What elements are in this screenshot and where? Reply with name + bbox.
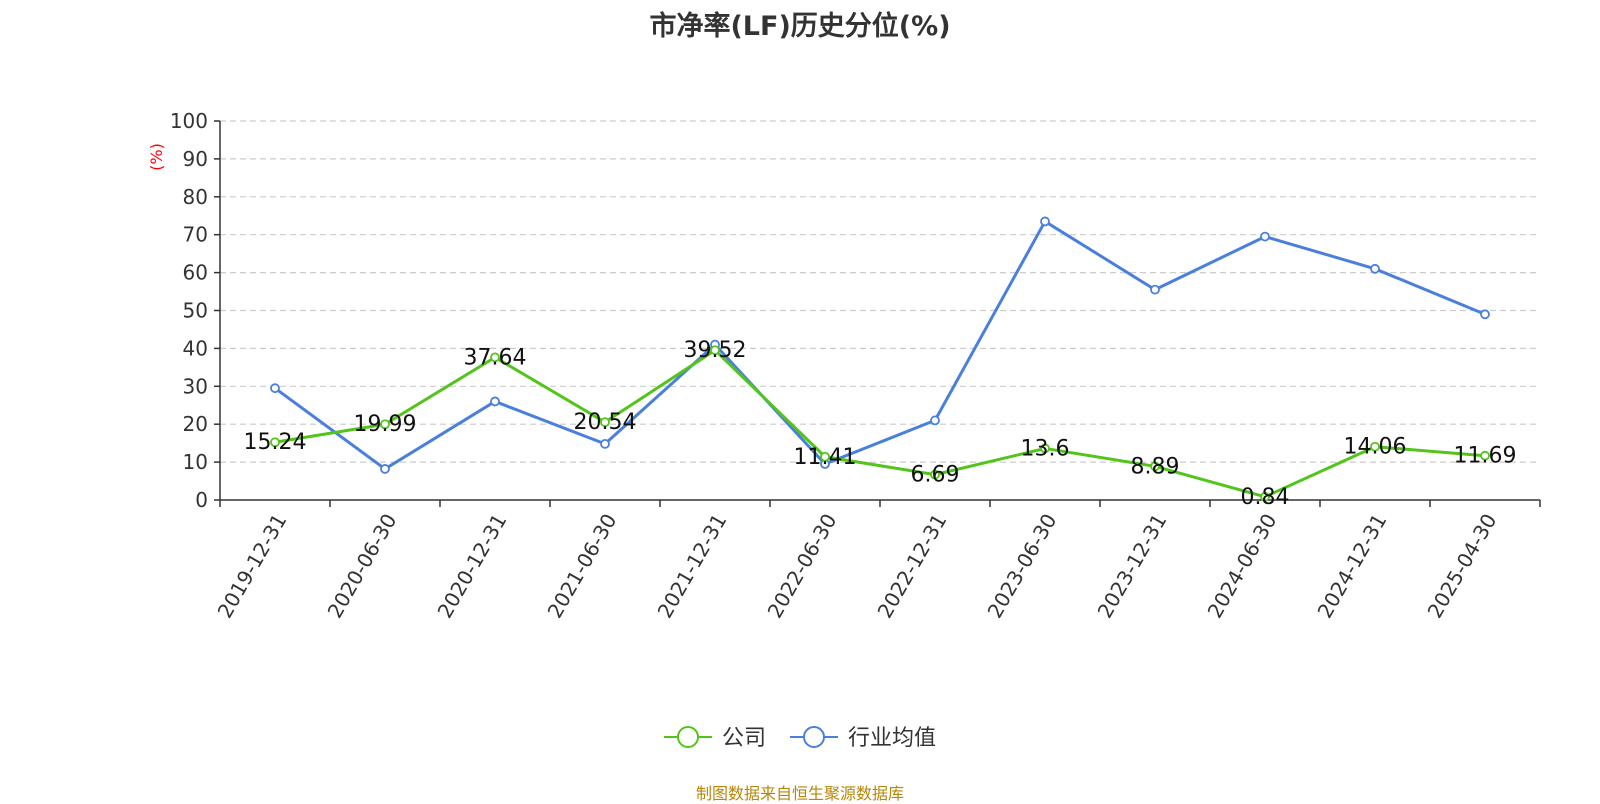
x-tick-label: 2021-12-31 (653, 510, 732, 623)
x-tick-label: 2024-12-31 (1313, 510, 1392, 623)
x-tick-label: 2025-04-30 (1423, 510, 1502, 623)
industry-data-point (930, 415, 940, 426)
industry-data-point (1480, 309, 1490, 320)
industry-data-point (1260, 231, 1270, 242)
legend-label: 公司 (722, 726, 766, 751)
y-tick-label: 100 (170, 109, 208, 133)
legend: 公司 行业均值 (664, 726, 936, 751)
company-data-point (1040, 443, 1050, 454)
y-tick-label: 30 (183, 374, 208, 398)
company-data-point (1260, 491, 1270, 502)
x-tick-label: 2023-12-31 (1093, 510, 1172, 623)
industry-data-point (380, 464, 390, 474)
legend-item-industry[interactable]: 行业均值 (790, 726, 936, 751)
company-data-point (600, 417, 610, 428)
industry-data-point (600, 439, 610, 449)
industry-data-point (1040, 216, 1050, 227)
company-data-label: 11.69 (1454, 444, 1517, 469)
y-axis-ticks: 0 10 20 30 40 50 60 70 80 90 100 (170, 109, 220, 512)
grid-lines (220, 120, 1540, 463)
company-data-point (1150, 461, 1160, 472)
legend-label: 行业均值 (848, 726, 936, 751)
company-data-label: 8.89 (1131, 454, 1180, 479)
data-labels: 15.24 19.99 37.64 20.54 39.52 11.41 6.69 13.6 8.… (244, 338, 1517, 510)
x-tick-label: 2020-06-30 (323, 510, 402, 623)
company-data-label: 39.52 (684, 338, 747, 363)
company-data-label: 0.84 (1241, 485, 1290, 510)
legend-item-company[interactable]: 公司 (664, 726, 766, 751)
x-tick-label: 2022-12-31 (873, 510, 952, 623)
x-tick-label: 2020-12-31 (433, 510, 512, 623)
company-data-label: 15.24 (244, 430, 307, 455)
company-data-label: 37.64 (464, 345, 527, 370)
chart-title: 市净率(LF)历史分位(%) (649, 11, 951, 42)
company-data-point (1370, 441, 1380, 452)
y-tick-label: 0 (195, 488, 208, 512)
source-footer: 制图数据来自恒生聚源数据库 (695, 784, 904, 803)
company-data-label: 11.41 (794, 445, 857, 470)
y-tick-label: 10 (183, 450, 208, 474)
company-data-point (380, 419, 390, 430)
company-data-point (710, 345, 720, 356)
x-tick-label: 2021-06-30 (543, 510, 622, 623)
x-tick-label: 2024-06-30 (1203, 510, 1282, 623)
y-axis-unit-label: (%) (147, 143, 166, 171)
company-data-point (490, 352, 500, 363)
legend-circle-icon (803, 726, 825, 748)
legend-circle-icon (677, 726, 699, 748)
x-tick-label: 2022-06-30 (763, 510, 842, 623)
industry-data-point (1150, 284, 1160, 295)
company-data-label: 6.69 (911, 463, 960, 488)
y-tick-label: 80 (183, 185, 208, 209)
company-series-line (274, 348, 1486, 499)
x-axis-ticks: 2019-12-31 2020-06-30 2020-12-31 2021-06-30… (213, 500, 1541, 623)
company-data-label: 13.6 (1021, 436, 1070, 461)
industry-data-point (270, 383, 280, 394)
y-tick-label: 70 (183, 223, 208, 247)
company-data-point (270, 437, 280, 448)
industry-series-line (274, 219, 1486, 471)
industry-data-point (490, 396, 500, 407)
y-tick-label: 90 (183, 147, 208, 171)
x-tick-label: 2023-06-30 (983, 510, 1062, 623)
y-tick-label: 60 (183, 261, 208, 285)
y-tick-label: 50 (183, 299, 208, 323)
x-tick-label: 2019-12-31 (213, 510, 292, 623)
series-lines (270, 216, 1490, 502)
industry-data-point (1370, 263, 1380, 274)
company-data-point (930, 469, 940, 480)
company-data-label: 14.06 (1344, 435, 1407, 460)
y-tick-label: 40 (183, 336, 208, 360)
company-data-label: 19.99 (354, 412, 417, 437)
y-tick-label: 20 (183, 412, 208, 436)
company-data-point (820, 451, 830, 462)
company-data-label: 20.54 (574, 410, 637, 435)
company-data-point (1480, 450, 1490, 461)
